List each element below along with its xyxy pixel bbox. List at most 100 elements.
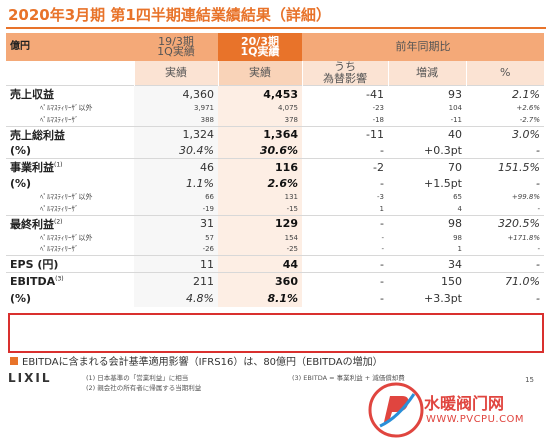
page-title: 2020年3月期 第1四半期連結業績結果（詳細）: [8, 6, 331, 24]
cur-value-text: 116: [275, 160, 298, 174]
ifrs-note: EBITDAに含まれる会計基準適用影響（IFRS16）は、80億円（EBITDA…: [10, 353, 383, 368]
prev-value-text: 31: [200, 217, 214, 230]
pct-value: +99.8%: [466, 191, 544, 203]
fx-value: -: [302, 214, 388, 232]
change-value-text: 98: [453, 233, 462, 242]
subheader-pct: %: [465, 61, 544, 86]
change-value: +0.3pt: [388, 143, 466, 159]
cur-value: 8.1%: [218, 289, 302, 307]
cur-value-text: 2.6%: [267, 176, 298, 190]
fx-value: -: [302, 232, 388, 244]
prev-value-text: -19: [202, 204, 214, 213]
prev-value: 4.8%: [134, 289, 218, 307]
row-label: EBITDA(3): [6, 272, 134, 290]
prev-value-text: -26: [202, 245, 214, 254]
table-row: 事業利益(1) 46 116 -2 70 151.5%: [6, 158, 544, 175]
change-value-text: 1: [457, 245, 462, 254]
change-value: 93: [388, 85, 466, 102]
fx-value: -: [302, 272, 388, 290]
change-value: 1: [388, 244, 466, 256]
pct-value: 71.0%: [466, 272, 544, 290]
cur-value-text: 4,453: [263, 87, 298, 101]
fx-value-text: -: [380, 291, 384, 305]
table-subheader-row: 実績 実績 うち 為替影響 増減 %: [6, 61, 544, 86]
pct-value-text: 320.5%: [498, 217, 540, 230]
change-value-text: 70: [448, 160, 462, 174]
pct-value-text: -: [536, 257, 540, 271]
row-label: ﾍﾟﾙﾏｽﾃｨﾘｰｻﾞ以外: [6, 102, 134, 114]
fx-value-text: -41: [366, 87, 384, 101]
row-label: 売上収益: [6, 85, 134, 102]
table-row: 売上収益 4,360 4,453 -41 93 2.1%: [6, 85, 544, 102]
row-label-text: EBITDA: [10, 274, 56, 288]
change-value: -11: [388, 114, 466, 126]
prev-value: 1.1%: [134, 175, 218, 191]
pct-value-text: -: [537, 204, 540, 213]
change-value-text: +3.3pt: [423, 291, 462, 305]
prev-value-text: 57: [205, 233, 214, 242]
fx-value: 1: [302, 203, 388, 215]
pct-value: +2.6%: [466, 102, 544, 114]
fx-value: -: [302, 255, 388, 273]
pct-value: -2.7%: [466, 114, 544, 126]
fx-value-text: -2: [373, 160, 384, 174]
row-label-text: 最終利益: [10, 217, 54, 231]
cur-value-text: 360: [275, 274, 298, 288]
row-label-text: (%): [10, 291, 32, 305]
footnote-ref: (3): [55, 275, 64, 283]
pct-value: -: [466, 203, 544, 215]
pct-value-text: 3.0%: [512, 128, 540, 141]
fx-value: -: [302, 175, 388, 191]
table-header-row: 億円 19/3期 1Q実績 20/3期 1Q実績 前年同期比: [6, 33, 544, 61]
subheader-blank: [6, 61, 134, 86]
prev-value: 4,360: [134, 85, 218, 102]
cur-value: -25: [218, 243, 302, 256]
subheader-fx: うち 為替影響: [301, 61, 388, 86]
pct-value: -: [466, 143, 544, 159]
row-label: EPS (円): [6, 255, 134, 273]
row-label: ﾍﾟﾙﾏｽﾃｨﾘｰｻﾞ以外: [6, 232, 134, 244]
pct-value-text: -: [537, 245, 540, 254]
prev-value-text: 1.1%: [186, 176, 214, 190]
pct-value-text: -2.7%: [519, 115, 540, 124]
pct-value-text: -: [536, 143, 540, 157]
prev-value: 30.4%: [134, 142, 218, 159]
fx-value-text: 1: [379, 204, 384, 213]
lixil-logo: LIXIL: [8, 371, 52, 385]
prev-value-text: 1,324: [182, 128, 215, 141]
pct-value-text: 2.1%: [512, 87, 540, 101]
watermark-url: WWW.PVCPU.COM: [426, 414, 525, 425]
row-label: ﾍﾟﾙﾏｽﾃｨﾘｰｻﾞ: [6, 114, 134, 126]
footnote-ref: (1): [54, 161, 63, 169]
row-label-text: EPS (円): [10, 258, 59, 271]
cur-value: 30.6%: [218, 142, 302, 159]
prev-value-text: 30.4%: [179, 143, 214, 157]
fx-value-text: -23: [372, 104, 384, 112]
change-value-text: 40: [448, 128, 462, 141]
pct-value: -: [466, 290, 544, 307]
fx-value-text: -: [380, 217, 384, 230]
cur-value-text: 131: [284, 193, 298, 201]
cur-value-text: -15: [286, 204, 298, 213]
prev-value-text: 211: [193, 274, 214, 288]
fx-value: -11: [302, 125, 388, 143]
row-label-text: 事業利益: [10, 161, 54, 174]
change-value-text: +0.3pt: [423, 143, 462, 157]
fx-value: -23: [302, 102, 388, 114]
prev-value: 3,971: [134, 102, 218, 114]
fx-value-text: -18: [372, 115, 384, 124]
prev-value-text: 4,360: [182, 87, 215, 101]
row-label-text: ﾍﾟﾙﾏｽﾃｨﾘｰｻﾞ: [40, 115, 79, 124]
row-label: ﾍﾟﾙﾏｽﾃｨﾘｰｻﾞ: [6, 244, 134, 256]
change-value-text: 98: [448, 217, 462, 230]
table-row: (%) 1.1% 2.6% - +1.5pt -: [6, 175, 544, 191]
results-table: 億円 19/3期 1Q実績 20/3期 1Q実績 前年同期比 実績 実績 うち …: [6, 33, 544, 307]
table-row: 最終利益(2) 31 129 - 98 320.5%: [6, 214, 544, 232]
fx-value: -2: [302, 158, 388, 175]
fx-value-text: -: [380, 176, 384, 190]
row-label-text: (%): [10, 143, 32, 157]
table-row: (%) 4.8% 8.1% - +3.3pt -: [6, 289, 544, 307]
prev-value-text: 46: [200, 160, 214, 174]
table-row: ﾍﾟﾙﾏｽﾃｨﾘｰｻﾞ -19 -15 1 4 -: [6, 203, 544, 215]
change-value: 40: [388, 125, 466, 143]
